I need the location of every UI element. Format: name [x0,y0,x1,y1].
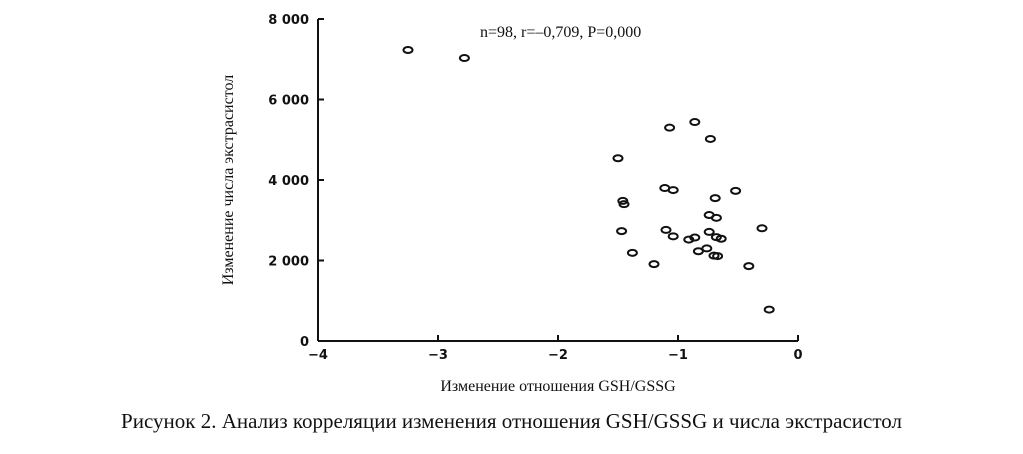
data-point [612,154,624,163]
x-tick-label: −4 [308,348,328,363]
data-point [664,123,676,132]
figure-caption: Рисунок 2. Анализ корреляции изменения о… [121,409,902,433]
data-point [660,225,672,234]
x-tick-label: −2 [548,348,568,363]
data-point [704,134,716,143]
data-points [402,45,775,314]
data-point [763,305,775,314]
data-point [692,247,704,256]
data-point [689,118,701,127]
y-tick-label: 6 000 [268,94,309,109]
data-point [667,232,679,241]
y-tick-label: 0 [300,335,309,350]
data-point [730,186,742,195]
y-ticks: 0 2 000 4 000 6 000 8 000 [268,13,324,350]
x-ticks: −4 −3 −2 −1 0 [308,335,803,363]
data-point [743,262,755,271]
data-point [616,227,628,236]
data-point [402,45,414,54]
stats-annotation: n=98, r=–0,709, P=0,000 [480,24,641,41]
data-point [703,227,715,236]
x-tick-label: 0 [793,348,802,363]
scatter-chart: 0 2 000 4 000 6 000 8 000 −4 −3 −2 −1 0 n=98, r=… [220,13,803,395]
x-tick-label: −1 [668,348,688,363]
data-point [626,248,638,257]
y-axis-title: Изменение числа экстрасистол [220,75,237,286]
x-axis-title: Изменение отношения GSH/GSSG [440,378,676,395]
data-point [712,252,724,261]
y-tick-label: 8 000 [268,13,309,28]
data-point [709,194,721,203]
x-tick-label: −3 [428,348,448,363]
data-point [715,234,727,243]
data-point [689,233,701,242]
data-point [756,224,768,233]
data-point [618,200,630,209]
data-point [648,260,660,269]
data-point [667,186,679,195]
data-point [617,196,629,205]
data-point [710,213,722,222]
y-tick-label: 4 000 [268,174,309,189]
axes [317,19,798,342]
data-point [458,54,470,63]
y-tick-label: 2 000 [268,255,309,270]
